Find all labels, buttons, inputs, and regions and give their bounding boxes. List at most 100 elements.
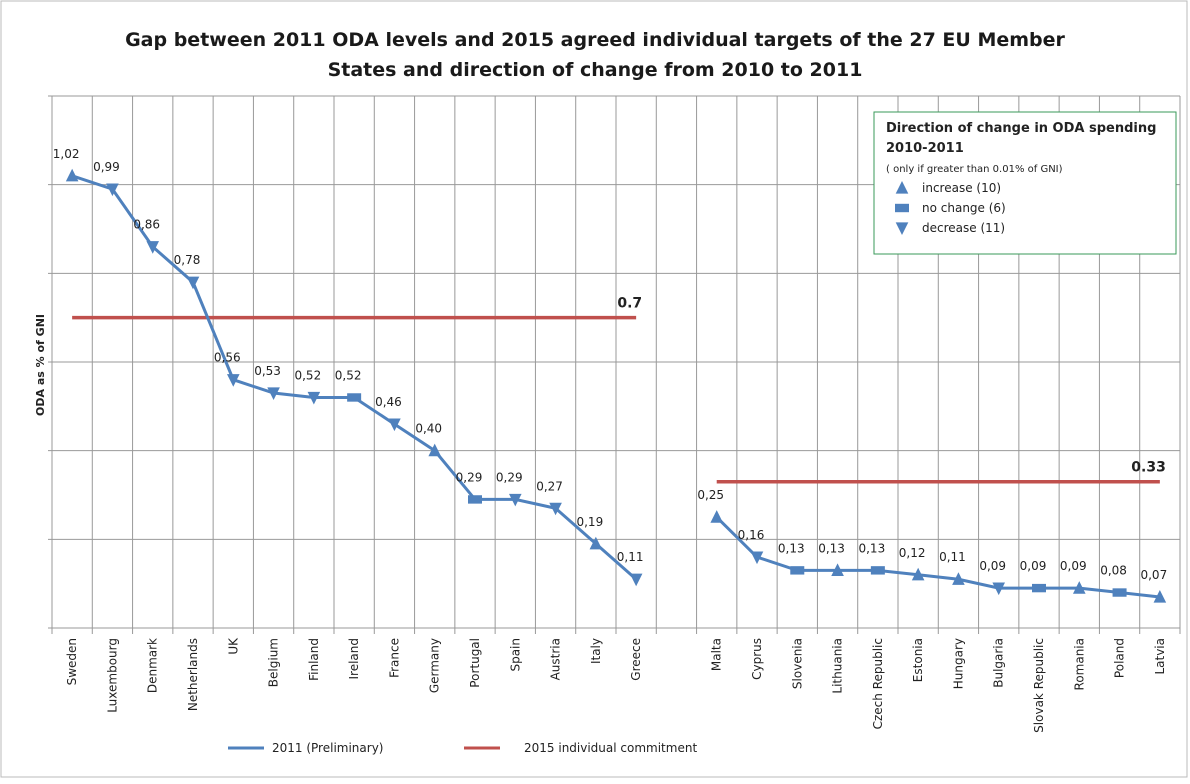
marker-up — [710, 510, 724, 523]
data-label: 0,29 — [496, 470, 523, 484]
legend-label: no change (6) — [922, 201, 1006, 215]
data-label: 0,08 — [1100, 564, 1127, 578]
marker-flat — [870, 566, 885, 575]
marker-down — [226, 374, 240, 387]
legend-label: 2011 (Preliminary) — [272, 741, 383, 755]
x-tick-label: UK — [226, 637, 240, 655]
marker-flat — [790, 566, 805, 575]
legend-label: increase (10) — [922, 181, 1001, 195]
data-label: 0,13 — [818, 541, 845, 555]
x-tick-label: Estonia — [911, 638, 925, 682]
x-tick-label: Portugal — [468, 638, 482, 688]
commitment-label: 0.33 — [1131, 460, 1166, 476]
marker-up — [895, 181, 909, 194]
x-tick-label: Luxembourg — [105, 638, 119, 713]
data-label: 0,07 — [1140, 568, 1167, 582]
marker-down — [895, 222, 909, 235]
x-tick-label: Czech Republic — [871, 638, 885, 729]
x-tick-label: Netherlands — [186, 638, 200, 711]
x-tick-label: Germany — [428, 638, 442, 693]
data-label: 1,02 — [53, 147, 80, 161]
marker-down — [388, 418, 401, 432]
marker-down — [750, 551, 764, 565]
marker-down — [146, 241, 160, 254]
marker-down — [307, 391, 321, 405]
marker-down — [267, 387, 280, 401]
x-tick-label: Austria — [549, 638, 563, 680]
x-tick-label: Bulgaria — [992, 638, 1006, 688]
data-label: 0,13 — [778, 541, 805, 555]
x-tick-label: Denmark — [146, 638, 160, 693]
data-label: 0,29 — [456, 470, 483, 484]
marker-up — [1072, 581, 1086, 594]
x-tick-label: Greece — [629, 638, 643, 681]
marker-down — [629, 573, 643, 587]
legend-label: 2015 individual commitment — [524, 741, 697, 755]
data-label: 0,53 — [254, 364, 281, 378]
chart-title: States and direction of change from 2010… — [328, 59, 863, 81]
legend-box — [873, 111, 1177, 255]
data-label: 0,09 — [979, 559, 1006, 573]
x-tick-label: Poland — [1113, 638, 1127, 678]
data-label: 0,11 — [617, 550, 644, 564]
legend-note: ( only if greater than 0.01% of GNI) — [886, 164, 1063, 175]
marker-down — [549, 502, 562, 516]
x-tick-label: Ireland — [347, 638, 361, 680]
marker-flat — [468, 495, 482, 504]
marker-down — [106, 183, 119, 197]
x-tick-label: Spain — [508, 638, 522, 672]
data-label: 0,52 — [335, 368, 362, 382]
x-tick-label: France — [387, 638, 401, 678]
marker-down — [992, 582, 1006, 596]
x-tick-label: Lithuania — [831, 638, 845, 694]
legend-label: decrease (11) — [922, 221, 1005, 235]
chart-title: Gap between 2011 ODA levels and 2015 agr… — [125, 29, 1065, 51]
data-label: 0,11 — [939, 550, 966, 564]
x-tick-label: Italy — [589, 638, 603, 664]
marker-up — [428, 443, 442, 457]
data-label: 0,16 — [738, 528, 765, 542]
x-tick-label: Romania — [1072, 638, 1086, 690]
marker-down — [186, 276, 200, 290]
marker-up — [1153, 589, 1167, 603]
marker-up — [589, 536, 603, 550]
x-tick-label: Cyprus — [750, 638, 764, 680]
legend-title: Direction of change in ODA spending — [886, 121, 1156, 136]
marker-flat — [1032, 583, 1046, 593]
marker-up — [911, 567, 925, 581]
x-tick-label: Finland — [307, 638, 321, 681]
y-axis-label: ODA as % of GNI — [34, 314, 47, 416]
x-tick-label: Latvia — [1153, 638, 1167, 675]
data-label: 0,52 — [294, 368, 321, 382]
data-label: 0,12 — [899, 546, 926, 560]
x-tick-label: Belgium — [267, 638, 281, 687]
x-tick-label: Sweden — [65, 638, 79, 685]
data-label: 0,13 — [858, 541, 885, 555]
data-label: 0,56 — [214, 351, 241, 365]
data-label: 0,19 — [576, 515, 603, 529]
data-label: 0,86 — [133, 218, 160, 232]
data-label: 0,99 — [93, 160, 120, 174]
marker-up — [952, 572, 965, 585]
legend-title: 2010-2011 — [886, 141, 964, 156]
marker-down — [508, 493, 522, 507]
data-label: 0,46 — [375, 395, 402, 409]
data-label: 0,09 — [1060, 559, 1087, 573]
marker-flat — [895, 203, 909, 213]
data-label: 0,40 — [415, 422, 442, 436]
x-tick-label: Slovak Republic — [1032, 638, 1046, 733]
marker-flat — [347, 393, 362, 402]
data-label: 0,27 — [536, 479, 563, 493]
x-tick-label: Slovenia — [790, 638, 804, 689]
marker-flat — [1112, 588, 1127, 597]
x-tick-label: Hungary — [951, 638, 965, 689]
commitment-label: 0.7 — [617, 296, 642, 312]
data-label: 0,78 — [174, 253, 201, 267]
marker-up — [831, 563, 844, 576]
marker-up — [65, 168, 79, 182]
commitment-line — [72, 315, 1160, 484]
data-label: 0,09 — [1020, 559, 1047, 573]
data-label: 0,25 — [697, 488, 724, 502]
